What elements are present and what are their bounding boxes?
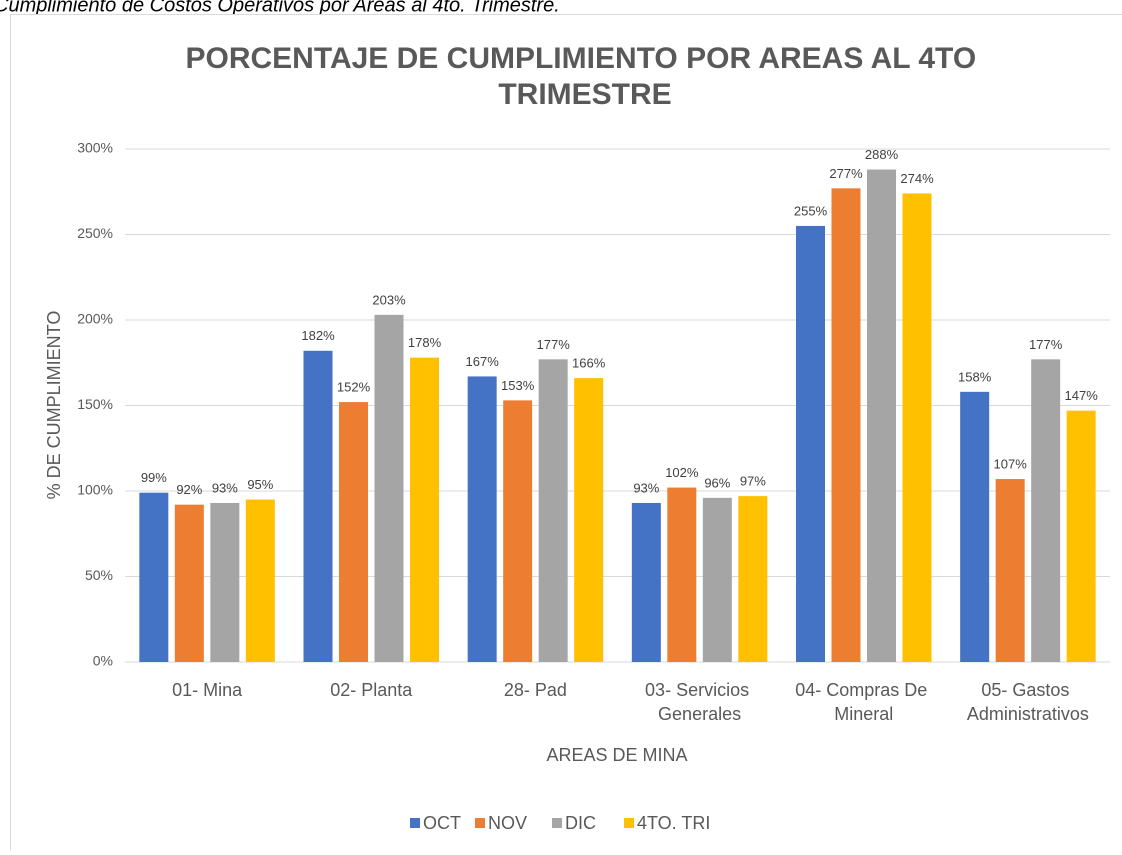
bar (903, 193, 932, 662)
bar (996, 479, 1025, 662)
y-tick-label: 300% (77, 140, 113, 156)
data-label: 166% (572, 356, 606, 371)
bar (960, 392, 989, 662)
data-label: 93% (212, 480, 238, 495)
data-label: 95% (247, 477, 273, 492)
legend-label: NOV (488, 813, 527, 833)
data-label: 255% (794, 203, 828, 218)
data-label: 178% (408, 335, 442, 350)
data-label: 99% (141, 470, 167, 485)
legend-label: DIC (565, 813, 596, 833)
bar (667, 488, 696, 662)
data-label: 147% (1065, 388, 1099, 403)
data-label: 277% (829, 166, 863, 181)
data-label: 152% (337, 380, 371, 395)
data-label: 203% (372, 292, 406, 307)
legend-label: OCT (423, 813, 461, 833)
data-label: 167% (466, 354, 500, 369)
data-label: 274% (900, 171, 934, 186)
y-axis-title: % DE CUMPLIMIENTO (44, 311, 64, 500)
bar (796, 226, 825, 662)
bar (1067, 411, 1096, 662)
data-label: 97% (740, 474, 766, 489)
caption: Cumplimiento de Costos Operativos por Ar… (0, 0, 560, 16)
bar (867, 170, 896, 662)
bar (210, 503, 239, 662)
bar (175, 505, 204, 662)
y-tick-label: 0% (93, 653, 113, 669)
bar (738, 496, 767, 662)
bar (468, 376, 497, 662)
data-label: 96% (704, 475, 730, 490)
bar (375, 315, 404, 662)
bar (632, 503, 661, 662)
legend-label: 4TO. TRI (637, 813, 710, 833)
y-tick-label: 150% (77, 396, 113, 412)
data-label: 177% (537, 337, 571, 352)
bar (410, 358, 439, 662)
x-tick-label: 02- Planta (330, 680, 413, 700)
legend-swatch (475, 818, 485, 828)
bar (246, 500, 275, 662)
y-tick-label: 250% (77, 225, 113, 241)
data-label: 93% (633, 480, 659, 495)
legend-swatch (410, 818, 420, 828)
bar (1031, 359, 1060, 662)
bar (139, 493, 168, 662)
data-label: 153% (501, 378, 535, 393)
data-label: 107% (994, 456, 1028, 471)
bar (339, 402, 368, 662)
bar (574, 378, 603, 662)
data-label: 177% (1029, 337, 1063, 352)
data-label: 288% (865, 147, 899, 162)
legend-swatch (552, 818, 562, 828)
data-label: 158% (958, 369, 992, 384)
bar (539, 359, 568, 662)
y-tick-label: 50% (85, 567, 113, 583)
data-label: 102% (665, 465, 699, 480)
bar (703, 498, 732, 662)
bar (304, 351, 333, 662)
y-tick-label: 100% (77, 482, 113, 498)
x-tick-label: 01- Mina (172, 680, 243, 700)
y-tick-label: 200% (77, 311, 113, 327)
legend-swatch (624, 818, 634, 828)
x-tick-label: 28- Pad (504, 680, 567, 700)
data-label: 182% (301, 328, 335, 343)
bar (503, 400, 532, 662)
x-axis-title: AREAS DE MINA (546, 745, 687, 765)
data-label: 92% (176, 482, 202, 497)
bar (832, 188, 861, 662)
